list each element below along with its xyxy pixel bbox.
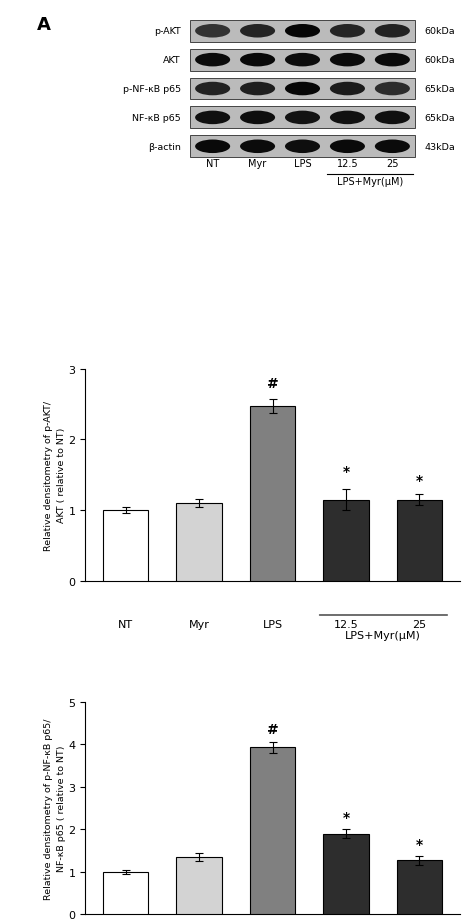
- Text: *: *: [342, 810, 349, 824]
- Ellipse shape: [330, 83, 365, 96]
- Ellipse shape: [240, 54, 275, 67]
- Ellipse shape: [285, 141, 320, 153]
- Ellipse shape: [285, 25, 320, 39]
- Bar: [323, 834, 369, 914]
- Ellipse shape: [285, 111, 320, 125]
- Bar: [103, 511, 148, 582]
- Text: 12.5: 12.5: [334, 619, 358, 630]
- Bar: [190, 108, 415, 130]
- Bar: [397, 860, 442, 914]
- Ellipse shape: [195, 111, 230, 125]
- Bar: [250, 747, 295, 914]
- Bar: [190, 50, 415, 72]
- Text: *: *: [342, 464, 349, 478]
- Ellipse shape: [240, 25, 275, 39]
- Text: AKT: AKT: [163, 56, 181, 65]
- Bar: [103, 872, 148, 914]
- Text: 65kDa: 65kDa: [424, 114, 455, 123]
- Text: #: #: [267, 721, 278, 736]
- Text: LPS+Myr(μM): LPS+Myr(μM): [337, 176, 403, 187]
- Ellipse shape: [375, 111, 410, 125]
- Text: A: A: [36, 17, 51, 34]
- Ellipse shape: [195, 54, 230, 67]
- Ellipse shape: [195, 141, 230, 153]
- Ellipse shape: [330, 111, 365, 125]
- Text: p-NF-κB p65: p-NF-κB p65: [123, 85, 181, 94]
- Bar: [190, 136, 415, 158]
- Bar: [190, 21, 415, 42]
- Y-axis label: Relative densitometry of p-NF-κB p65/
NF-κB p65 ( relative to NT): Relative densitometry of p-NF-κB p65/ NF…: [44, 718, 66, 899]
- Ellipse shape: [285, 54, 320, 67]
- Y-axis label: Relative densitometry of p-AKT/
AKT ( relative to NT): Relative densitometry of p-AKT/ AKT ( re…: [44, 401, 66, 550]
- Ellipse shape: [240, 141, 275, 153]
- Text: LPS: LPS: [263, 619, 283, 630]
- Ellipse shape: [375, 141, 410, 153]
- Text: 43kDa: 43kDa: [424, 142, 455, 152]
- Text: β-actin: β-actin: [148, 142, 181, 152]
- Text: NT: NT: [118, 619, 133, 630]
- Ellipse shape: [195, 83, 230, 96]
- Text: 12.5: 12.5: [337, 159, 358, 169]
- Text: LPS+Myr(μM): LPS+Myr(μM): [345, 630, 420, 641]
- Text: 25: 25: [386, 159, 399, 169]
- Ellipse shape: [375, 54, 410, 67]
- Ellipse shape: [330, 141, 365, 153]
- Text: 60kDa: 60kDa: [424, 56, 455, 65]
- Ellipse shape: [375, 25, 410, 39]
- Text: 25: 25: [412, 619, 427, 630]
- Ellipse shape: [375, 83, 410, 96]
- Bar: [397, 500, 442, 582]
- Ellipse shape: [240, 83, 275, 96]
- Ellipse shape: [240, 111, 275, 125]
- Text: *: *: [416, 837, 423, 851]
- Bar: [176, 504, 222, 582]
- Ellipse shape: [285, 83, 320, 96]
- Text: 60kDa: 60kDa: [424, 28, 455, 36]
- Text: #: #: [267, 377, 278, 391]
- Text: *: *: [416, 473, 423, 487]
- Text: NT: NT: [206, 159, 219, 169]
- Text: Myr: Myr: [248, 159, 267, 169]
- Text: LPS: LPS: [294, 159, 311, 169]
- Bar: [250, 406, 295, 582]
- Bar: [190, 78, 415, 100]
- Ellipse shape: [195, 25, 230, 39]
- Ellipse shape: [330, 54, 365, 67]
- Text: Myr: Myr: [189, 619, 210, 630]
- Text: 65kDa: 65kDa: [424, 85, 455, 94]
- Text: p-AKT: p-AKT: [154, 28, 181, 36]
- Text: NF-κB p65: NF-κB p65: [132, 114, 181, 123]
- Ellipse shape: [330, 25, 365, 39]
- Bar: [323, 500, 369, 582]
- Bar: [176, 857, 222, 914]
